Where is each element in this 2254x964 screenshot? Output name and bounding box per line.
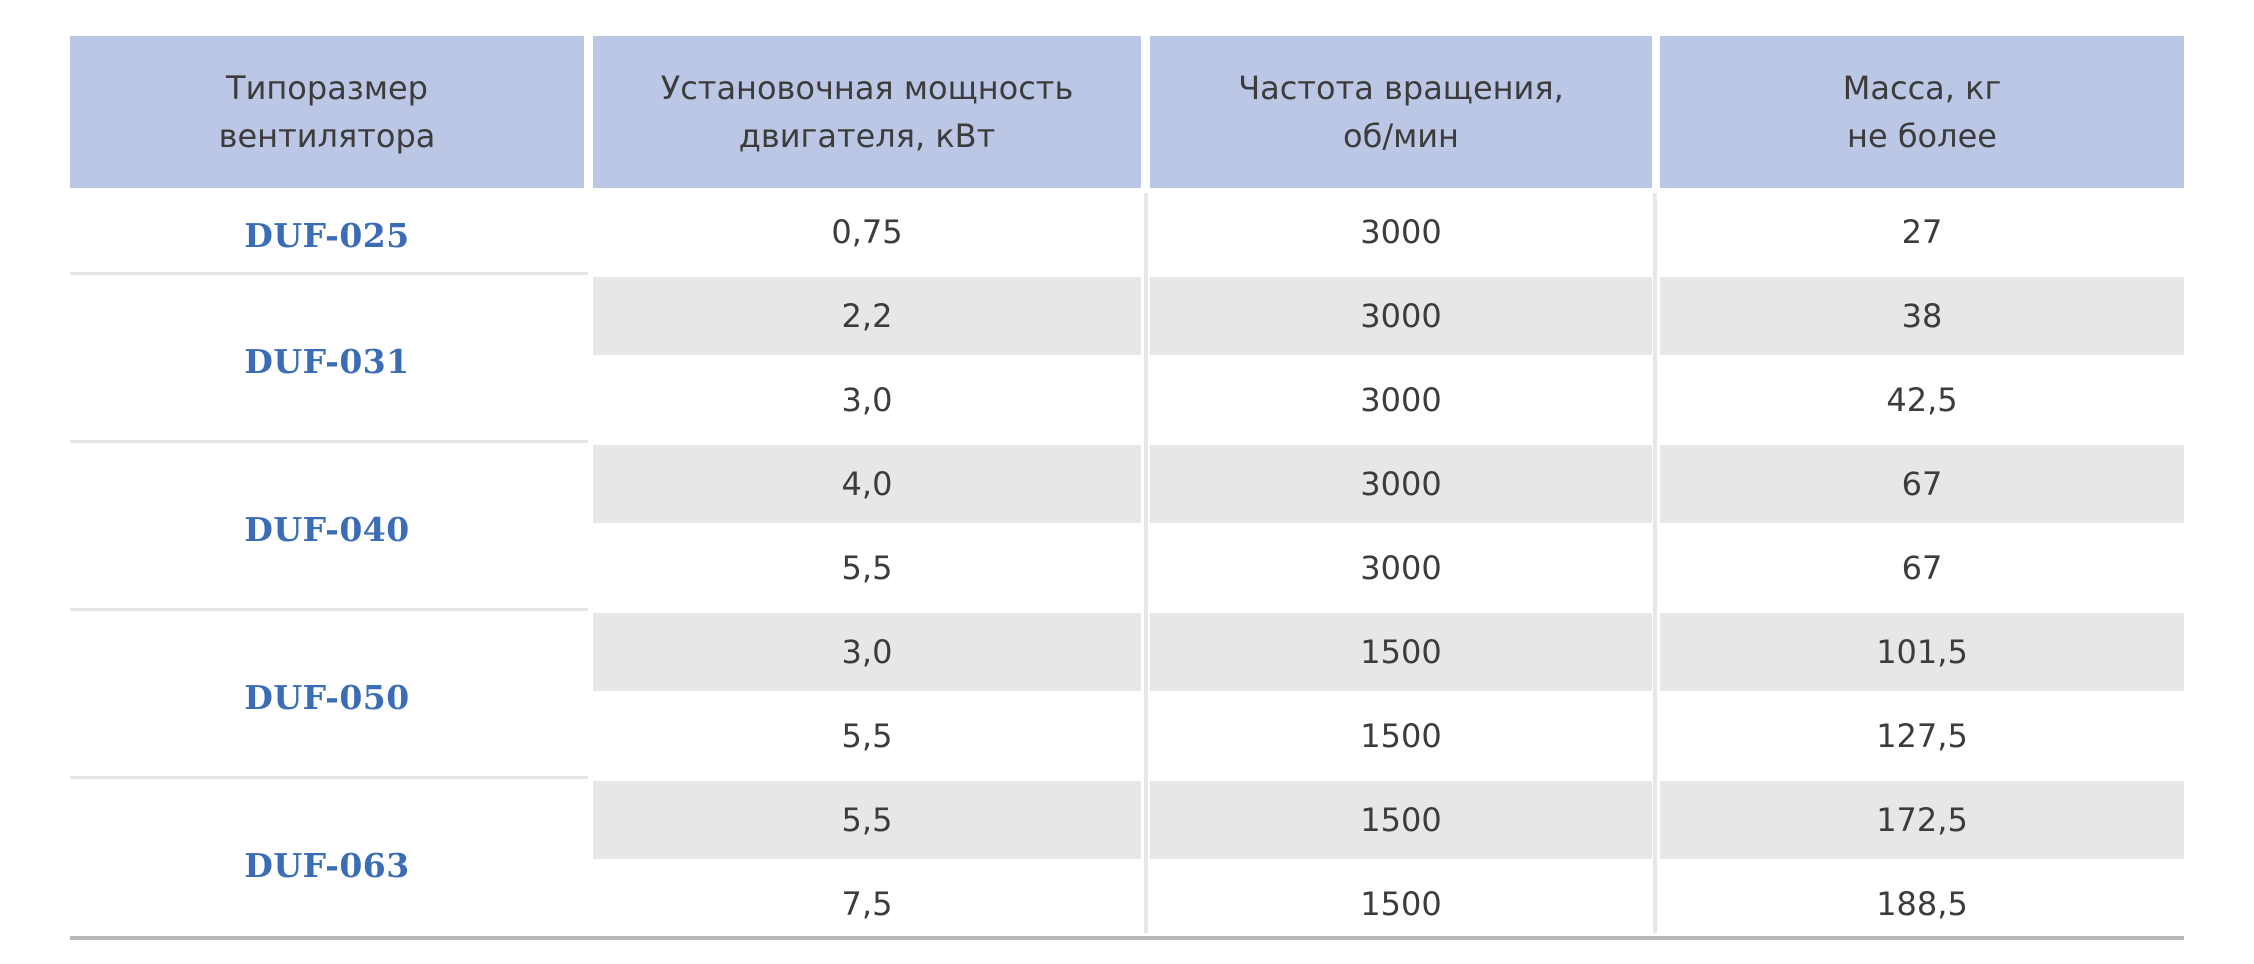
group-divider <box>70 776 588 779</box>
header-power: Установочная мощность двигателя, кВт <box>593 36 1141 188</box>
column-divider <box>1653 193 1657 933</box>
cell-rpm: 1500 <box>1360 717 1442 755</box>
model-label: DUF-025 <box>244 215 410 255</box>
cell-mass: 101,5 <box>1660 613 2184 691</box>
cell-power: 3,0 <box>593 613 1141 691</box>
table-bottom-rule <box>70 936 2184 940</box>
cell-rpm: 3000 <box>1150 277 1652 355</box>
cell-mass: 38 <box>1660 277 2184 355</box>
cell-rpm: 3000 <box>1360 549 1442 587</box>
cell-power: 5,5 <box>841 717 893 755</box>
cell-power: 3,0 <box>841 381 893 419</box>
cell-power: 0,75 <box>831 213 903 251</box>
cell-power: 5,5 <box>841 549 893 587</box>
cell-rpm: 3000 <box>1360 381 1442 419</box>
column-divider <box>1144 193 1148 933</box>
header-model: Типоразмер вентилятора <box>70 36 584 188</box>
cell-mass: 67 <box>1660 445 2184 523</box>
header-mass: Масса, кг не более <box>1660 36 2184 188</box>
cell-mass: 67 <box>1901 549 1943 587</box>
cell-power: 4,0 <box>593 445 1141 523</box>
group-divider <box>70 272 588 275</box>
cell-mass: 42,5 <box>1886 381 1958 419</box>
model-label: DUF-031 <box>244 341 410 381</box>
cell-power: 7,5 <box>841 885 893 923</box>
model-label: DUF-050 <box>244 677 410 717</box>
cell-rpm: 1500 <box>1150 613 1652 691</box>
header-rpm: Частота вращения, об/мин <box>1150 36 1652 188</box>
cell-mass: 127,5 <box>1876 717 1968 755</box>
cell-rpm: 3000 <box>1360 213 1442 251</box>
cell-rpm: 3000 <box>1150 445 1652 523</box>
cell-power: 2,2 <box>593 277 1141 355</box>
group-divider <box>70 608 588 611</box>
cell-mass: 27 <box>1901 213 1943 251</box>
cell-rpm: 1500 <box>1360 885 1442 923</box>
cell-rpm: 1500 <box>1150 781 1652 859</box>
model-label: DUF-063 <box>244 845 410 885</box>
group-divider <box>70 440 588 443</box>
model-label: DUF-040 <box>244 509 410 549</box>
cell-power: 5,5 <box>593 781 1141 859</box>
cell-mass: 172,5 <box>1660 781 2184 859</box>
cell-mass: 188,5 <box>1876 885 1968 923</box>
